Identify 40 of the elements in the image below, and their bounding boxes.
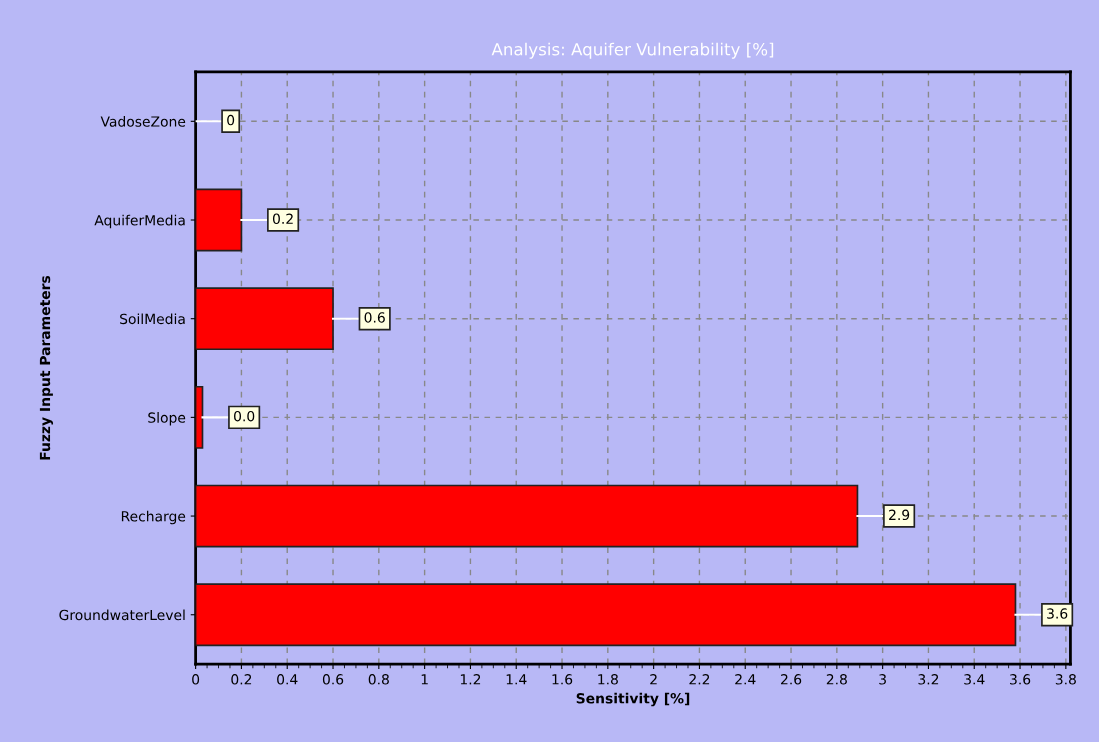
- x-tick-label: 2.6: [781, 674, 802, 685]
- x-tick-label: 1.2: [460, 674, 481, 685]
- y-tick-label: SoilMedia: [120, 313, 185, 325]
- x-tick-label: 1: [421, 674, 428, 685]
- x-tick-label: 0.8: [368, 674, 389, 685]
- data-label: 2.9: [889, 509, 910, 521]
- y-tick-label: VadoseZone: [100, 116, 186, 127]
- data-label: 0: [227, 114, 235, 126]
- bar: [195, 583, 1017, 647]
- x-tick-label: 2.8: [826, 674, 847, 685]
- x-tick-label: 3.4: [964, 674, 985, 685]
- x-tick-label: 1.4: [506, 674, 527, 685]
- x-tick-label: 2.2: [689, 674, 710, 685]
- data-label: 0.6: [364, 312, 385, 323]
- x-tick-label: 1.6: [552, 674, 573, 685]
- x-tick-label: 3.6: [1010, 674, 1031, 685]
- y-tick-label: Slope: [148, 412, 186, 426]
- bar: [195, 188, 243, 252]
- chart-title: Analysis: Aquifer Vulnerability [%]: [491, 42, 774, 59]
- x-tick-label: 0.2: [231, 674, 252, 685]
- data-label: 3.6: [1047, 608, 1068, 619]
- x-axis-title: Sensitivity [%]: [576, 692, 690, 707]
- bar: [195, 385, 204, 449]
- data-label: 0.0: [234, 410, 255, 422]
- data-label: 0.2: [272, 213, 293, 225]
- y-tick-label: Recharge: [121, 510, 186, 525]
- x-tick-label: 3: [879, 674, 886, 685]
- x-tick-label: 0.4: [277, 674, 298, 685]
- x-tick-label: 1.8: [598, 674, 618, 685]
- x-tick-label: 3.8: [1055, 674, 1076, 685]
- bar: [195, 287, 334, 351]
- y-tick-label: AquiferMedia: [94, 214, 185, 229]
- x-tick-label: 2: [650, 674, 657, 685]
- x-tick-label: 3.2: [918, 674, 939, 685]
- x-tick-label: 2.4: [735, 674, 756, 685]
- x-tick-label: 0.6: [322, 674, 344, 685]
- x-tick-label: 0: [192, 674, 200, 685]
- bar: [195, 484, 859, 548]
- y-axis-title: Fuzzy Input Parameters: [39, 275, 54, 460]
- y-tick-label: GroundwaterLevel: [59, 609, 185, 621]
